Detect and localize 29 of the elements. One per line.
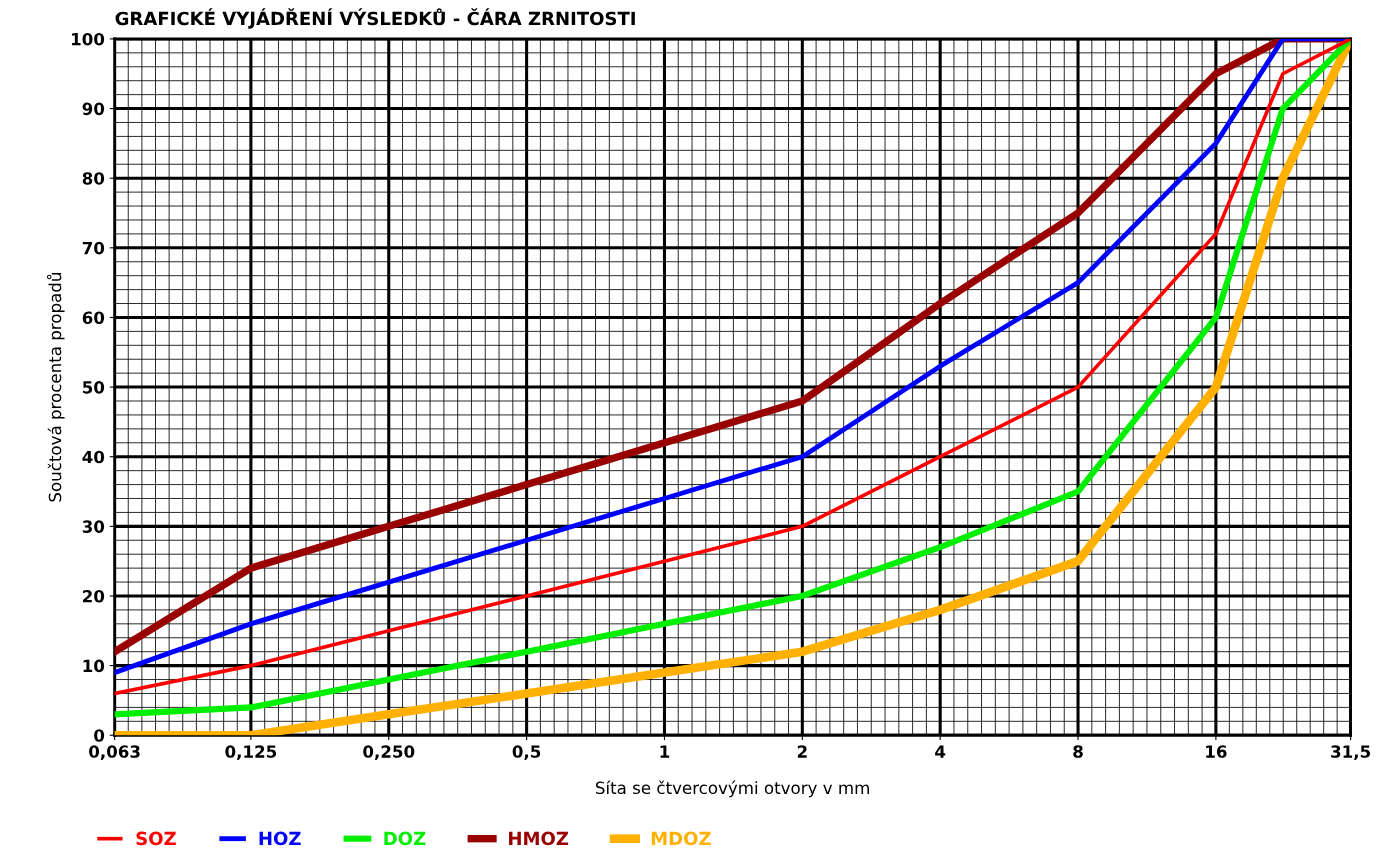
legend-label: HOZ	[259, 831, 301, 846]
x-tick-label: 1	[660, 745, 670, 758]
y-tick-label: 30	[82, 520, 105, 533]
x-tick-label: 0,125	[225, 745, 277, 760]
x-tick-label: 0,250	[363, 745, 415, 760]
y-tick-label: 50	[82, 381, 105, 394]
x-tick-label: 31,5	[1331, 745, 1371, 760]
chart-title: GRAFICKÉ VYJÁDŘENÍ VÝSLEDKŮ - ČÁRA ZRNITOSTI	[115, 8, 635, 29]
x-tick-label: 16	[1206, 745, 1227, 758]
y-tick-label: 80	[82, 172, 105, 185]
legend-label: DOZ	[384, 831, 426, 846]
y-tick-label: 100	[71, 32, 105, 46]
y-tick-label: 40	[82, 450, 105, 464]
y-axis-title: Součtová procenta propadů	[46, 273, 65, 502]
y-tick-label: 10	[83, 659, 105, 673]
x-tick-label: 4	[935, 745, 946, 758]
y-tick-label: 0	[94, 729, 105, 742]
y-tick-label: 60	[82, 311, 105, 325]
x-axis-title: Síta se čtvercovými otvory v mm	[595, 780, 869, 798]
legend-label: HMOZ	[509, 831, 569, 846]
legend-label: MDOZ	[651, 831, 711, 846]
y-tick-label: 90	[82, 102, 105, 116]
x-tick-label: 2	[797, 745, 807, 758]
x-tick-label: 8	[1073, 745, 1083, 758]
x-tick-label: 0,063	[89, 745, 140, 760]
y-tick-label: 20	[83, 589, 105, 603]
legend-label: SOZ	[136, 831, 176, 846]
y-tick-label: 70	[82, 241, 105, 255]
x-tick-label: 0,5	[512, 745, 541, 760]
